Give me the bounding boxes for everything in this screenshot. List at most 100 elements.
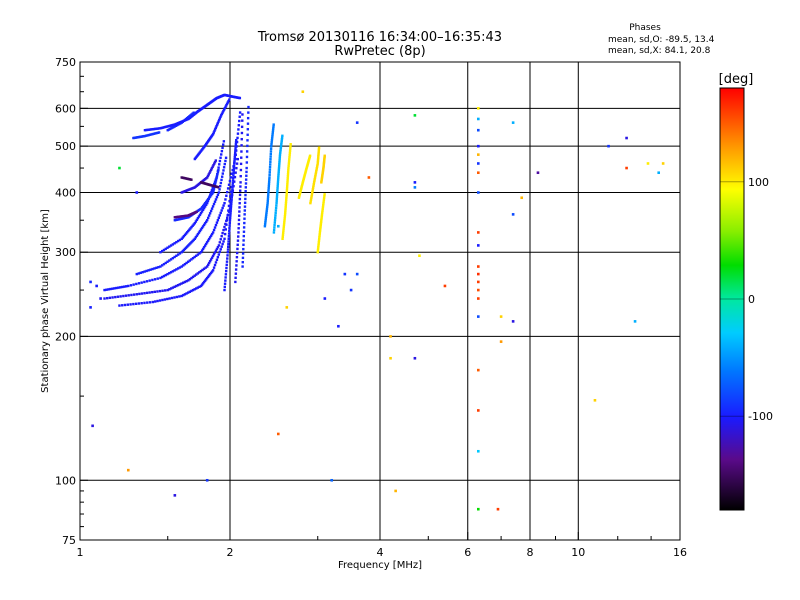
trace-marker [268,173,271,177]
trace-marker [222,204,225,207]
trace-marker [274,216,277,219]
trace-marker [200,226,204,230]
trace-marker [170,124,173,127]
trace-marker [268,168,272,171]
trace-marker [300,183,304,187]
trace-marker [218,117,222,120]
trace-marker [225,266,228,270]
data-point [343,272,347,276]
trace-marker [143,270,146,273]
trace-marker [286,183,289,186]
trace-marker [175,240,178,244]
trace-marker [278,155,282,158]
trace-marker [226,190,229,194]
trace-marker [241,260,244,264]
trace-marker [214,126,218,130]
trace-marker [225,194,228,197]
data-point [499,340,503,343]
trace-marker [203,244,207,247]
trace-marker [217,166,220,169]
trace-marker [192,223,195,226]
trace-marker [225,102,229,106]
trace-marker [277,168,281,172]
trace-marker [228,224,231,227]
y-tick-label: 75 [62,534,76,547]
trace-marker [229,212,232,215]
data-point [477,107,480,110]
data-point [355,272,359,276]
trace-marker [183,293,187,296]
trace-marker [242,226,246,229]
trace-marker [213,263,217,267]
trace-marker [221,146,224,150]
trace-marker [286,177,289,180]
trace-marker [311,188,315,191]
trace-marker [272,123,275,126]
trace-marker [234,272,238,275]
trace-marker [199,269,203,273]
trace-marker [270,144,273,148]
trace-marker [196,232,200,236]
trace-marker [288,153,291,157]
trace-marker [219,114,223,117]
trace-marker [267,180,271,183]
trace-marker [132,302,135,306]
trace-marker [318,236,321,239]
trace-marker [223,288,226,292]
trace-marker [195,273,198,276]
trace-marker [299,188,303,192]
trace-marker [165,125,168,128]
trace-marker [239,181,242,184]
trace-marker [244,178,248,181]
trace-marker [198,271,201,274]
data-point [413,356,417,360]
data-point [536,171,540,175]
trace-marker [266,203,269,207]
trace-marker [151,132,154,136]
trace-marker [206,263,210,266]
trace-marker [228,216,232,220]
trace-marker [216,172,219,176]
trace-marker [244,190,247,193]
trace-marker [156,127,160,130]
trace-marker [228,229,231,233]
trace-marker [108,296,112,300]
trace-marker [216,121,220,125]
trace-marker [215,221,219,224]
trace-marker [280,143,283,146]
trace-marker [159,276,162,280]
trace-marker [219,181,223,185]
trace-marker [266,195,270,198]
trace-marker [223,201,226,205]
trace-marker [318,232,321,236]
trace-marker [151,290,154,294]
trace-marker [103,288,106,292]
trace-marker [137,282,141,285]
trace-marker [204,278,208,281]
trace-marker [309,201,312,205]
trace-marker [151,278,154,282]
trace-marker [241,265,244,268]
trace-marker [168,297,171,300]
trace-marker [271,135,274,138]
stats-line-x: mean, sd,X: 84.1, 20.8 [608,46,711,56]
x-tick-label: 4 [377,546,384,559]
trace-marker [125,285,128,288]
trace-marker [219,238,222,241]
trace-marker [155,131,158,135]
trace-marker [180,265,183,268]
trace-marker [274,209,278,212]
trace-marker [220,112,224,116]
trace-marker [272,127,275,130]
trace-marker [158,299,162,302]
trace-marker [311,189,314,193]
trace-marker [173,296,176,299]
trace-marker [209,170,212,173]
trace-marker [277,166,281,170]
trace-marker [219,184,222,188]
trace-marker [234,280,237,284]
trace-marker [284,200,288,203]
data-point [418,254,421,258]
trace-marker [156,131,160,134]
data-point [661,162,665,165]
